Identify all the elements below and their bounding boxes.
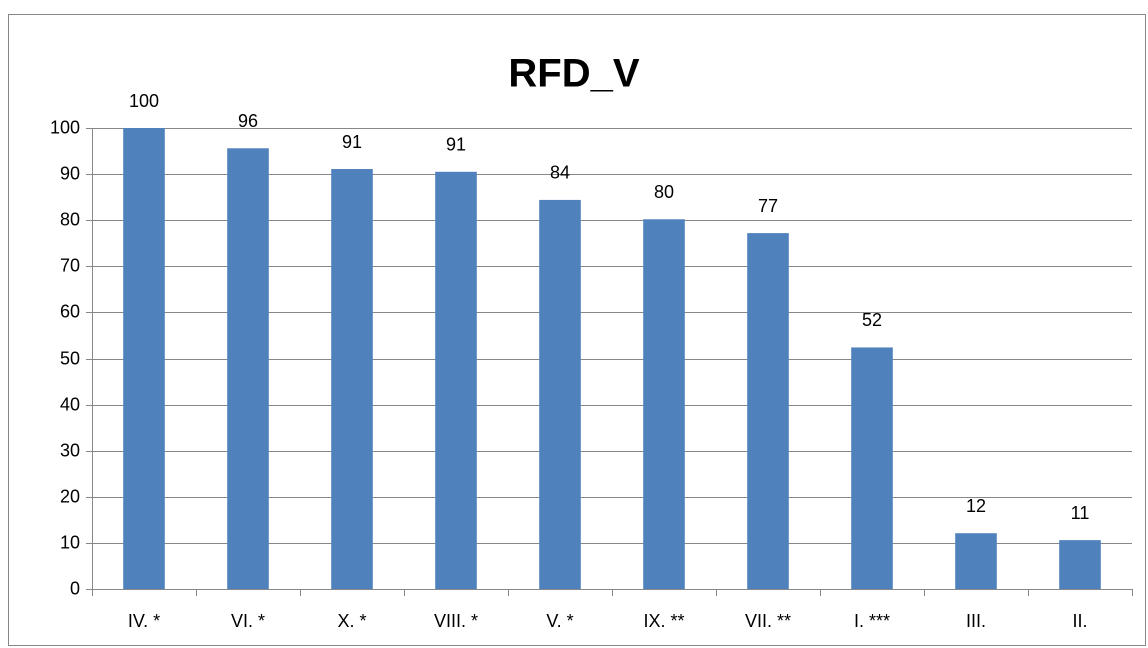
y-tick-label: 0 [70,578,80,598]
x-tick-label: VIII. * [434,611,478,631]
y-tick-label: 60 [60,301,80,321]
x-tick-label: V. * [546,611,573,631]
bar [955,533,997,589]
y-tick-label: 30 [60,440,80,460]
x-tick-label: IX. ** [643,611,684,631]
y-tick-label: 80 [60,209,80,229]
bar [227,148,269,589]
data-label: 84 [550,163,570,183]
bar [643,219,685,589]
bar [331,169,373,590]
bar [539,199,581,589]
x-tick-label: VII. ** [745,611,791,631]
x-tick-label: X. * [337,611,366,631]
y-tick-label: 40 [60,394,80,414]
data-label: 96 [238,111,258,131]
bar [1059,540,1101,589]
bar [747,233,789,589]
bar [435,171,477,590]
bar [851,347,893,589]
data-label: 77 [758,196,778,216]
data-label: 91 [342,132,362,152]
y-tick-label: 10 [60,532,80,552]
x-tick-label: II. [1072,611,1087,631]
y-tick-label: 90 [60,163,80,183]
x-tick-label: IV. * [128,611,160,631]
data-label: 91 [446,135,466,155]
data-label: 52 [862,310,882,330]
y-tick-label: 100 [50,117,80,137]
x-tick-label: VI. * [231,611,265,631]
bar [123,128,165,589]
x-tick-label: I. *** [854,611,890,631]
data-label: 11 [1071,503,1090,523]
data-label: 12 [966,496,986,516]
x-tick-label: III. [966,611,986,631]
y-tick-label: 20 [60,486,80,506]
y-tick-label: 70 [60,255,80,275]
chart-title: RFD_V [508,52,639,96]
data-label: 80 [654,182,674,202]
y-tick-label: 50 [60,348,80,368]
data-label: 100 [129,91,159,111]
